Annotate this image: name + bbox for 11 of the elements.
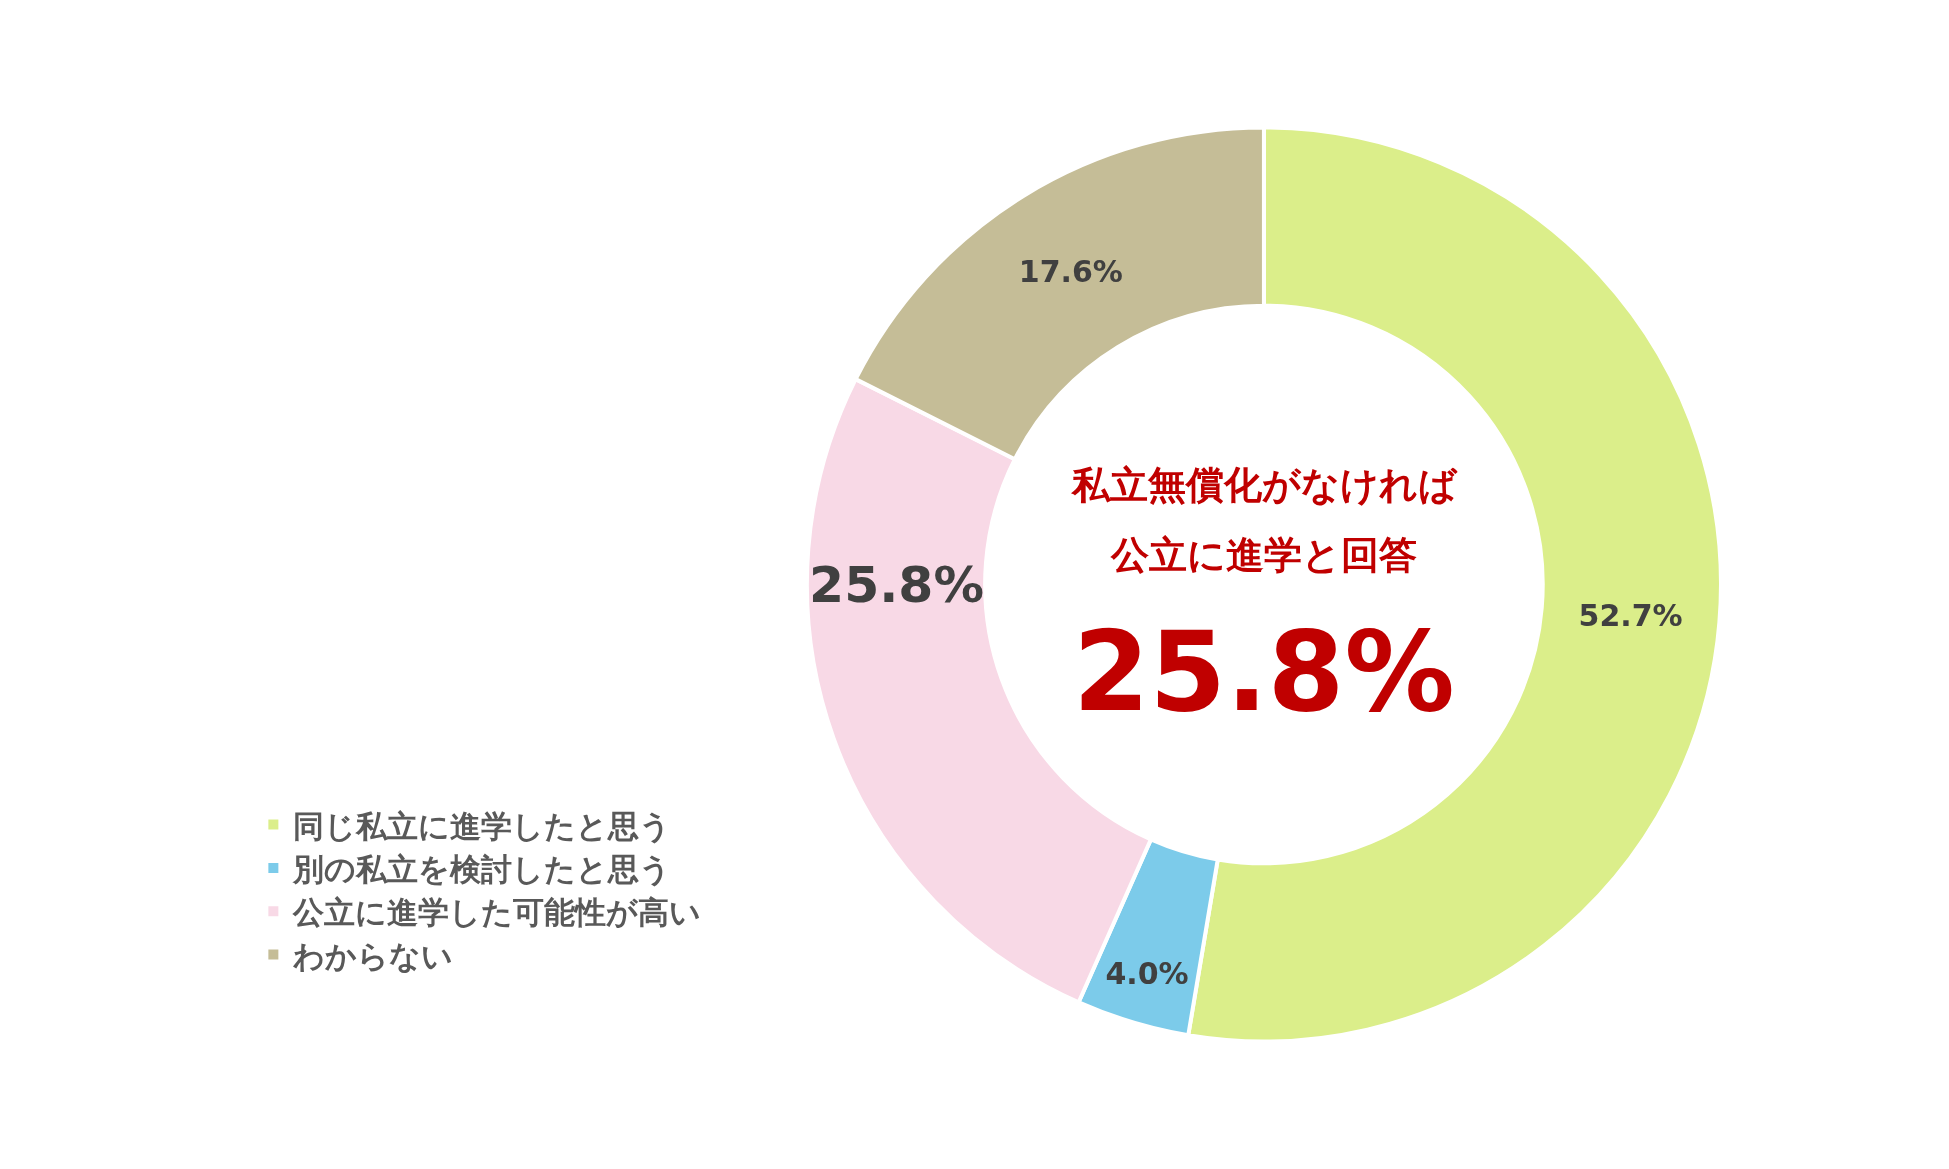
text: 公立に進学と回答 (1110, 533, 1417, 577)
data-label: 17.6% (1018, 253, 1123, 289)
data-label: 52.7% (1578, 597, 1683, 633)
data-label: 25.8% (809, 555, 984, 615)
legend-label: 同じ私立に進学したと思う (293, 807, 672, 844)
data-label: 4.0% (1105, 956, 1189, 991)
text: 私立無償化がなければ (1070, 463, 1458, 507)
legend-label: わからない (293, 937, 454, 974)
legend-label: 別の私立を検討したと思う (292, 851, 672, 887)
text: 25.8% (1073, 608, 1455, 736)
legend-label: 公立に進学した可能性が高い (292, 894, 702, 931)
